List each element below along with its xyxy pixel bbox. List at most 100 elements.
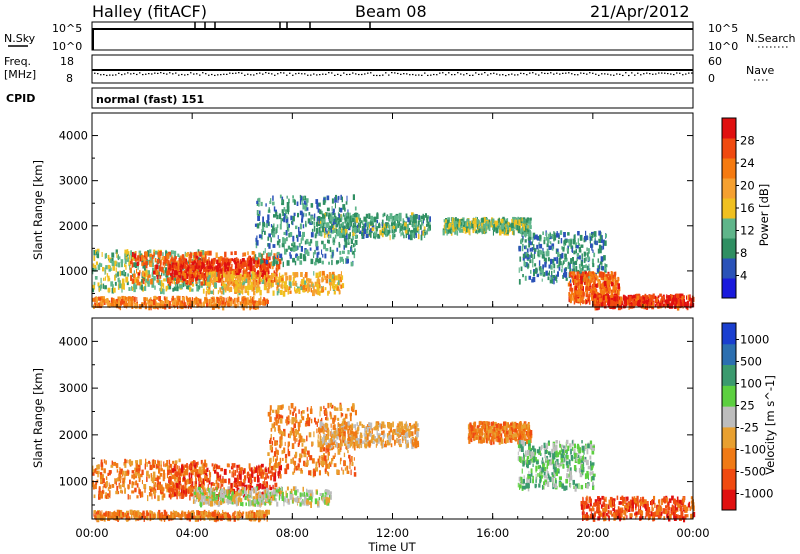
power-cell xyxy=(302,288,304,293)
vel-cell xyxy=(104,494,108,499)
power-cell xyxy=(299,210,303,216)
power-cell xyxy=(308,212,311,216)
power-cell xyxy=(402,218,405,222)
power-cell xyxy=(557,251,560,257)
nave-dot xyxy=(358,73,360,76)
power-cell xyxy=(173,279,175,285)
power-cell xyxy=(383,223,386,229)
power-cell xyxy=(604,295,607,302)
vel-cell xyxy=(260,473,263,479)
power-cell xyxy=(275,279,279,285)
vel-cell xyxy=(163,473,166,479)
vel-cell xyxy=(102,490,105,494)
power-cell xyxy=(347,219,350,223)
power-cell xyxy=(481,228,483,235)
power-cell xyxy=(609,291,611,295)
power-cell xyxy=(264,266,267,270)
vel-cell xyxy=(98,493,101,497)
power-cell xyxy=(283,207,285,212)
nave-dot xyxy=(445,74,447,76)
power-cell xyxy=(234,303,237,309)
power-cell xyxy=(267,266,270,273)
vel-cell xyxy=(96,464,98,470)
power-cell xyxy=(476,220,479,225)
power-cell xyxy=(501,221,503,226)
power-cell xyxy=(296,234,298,239)
vel-cell xyxy=(130,460,134,466)
power-cell xyxy=(174,256,177,260)
power-cell xyxy=(373,231,376,237)
power-cell xyxy=(292,235,295,242)
nave-dot xyxy=(679,72,681,74)
power-cell xyxy=(576,252,580,257)
power-cell xyxy=(270,198,272,204)
power-cell xyxy=(154,250,158,255)
power-cell xyxy=(452,225,455,232)
power-cell xyxy=(607,293,610,299)
power-cell xyxy=(272,232,276,238)
power-cell xyxy=(155,269,157,275)
power-cell xyxy=(418,228,420,235)
vel-cell xyxy=(94,483,97,490)
power-cell xyxy=(210,272,212,279)
power-cell xyxy=(687,294,690,301)
power-cell xyxy=(183,270,186,275)
power-cell xyxy=(283,231,286,235)
power-cell xyxy=(552,275,555,279)
power-cell xyxy=(295,272,298,278)
power-cell xyxy=(143,258,146,263)
power-cell xyxy=(162,270,165,274)
power-cell xyxy=(117,300,121,307)
power-cell xyxy=(502,216,505,221)
power-cell xyxy=(602,245,605,250)
power-cell xyxy=(522,274,524,278)
nave-dot xyxy=(382,74,384,76)
power-cell xyxy=(656,297,658,302)
nave-dot xyxy=(529,72,531,74)
power-cell xyxy=(256,287,259,292)
power-cell xyxy=(171,280,174,284)
power-cell xyxy=(273,273,276,277)
power-cell xyxy=(645,296,647,301)
power-cell xyxy=(272,272,275,278)
power-cell xyxy=(256,270,259,276)
power-cell xyxy=(426,217,428,223)
vel-cell xyxy=(160,468,163,472)
power-cell xyxy=(342,258,344,264)
power-cell xyxy=(259,271,262,275)
vel-cell xyxy=(182,465,185,471)
power-cell xyxy=(630,304,634,309)
power-cell xyxy=(342,230,346,236)
power-cell xyxy=(164,267,167,273)
power-cell xyxy=(285,276,287,282)
power-cell xyxy=(212,266,215,271)
power-cell xyxy=(334,284,337,289)
power-cell xyxy=(192,252,195,256)
power-cell xyxy=(579,278,583,285)
power-cell xyxy=(416,226,419,231)
power-cell xyxy=(326,274,328,278)
vel-cell xyxy=(136,483,139,488)
vel-cell xyxy=(144,463,146,470)
nave-dot xyxy=(511,73,513,75)
power-cell xyxy=(184,280,187,287)
power-colorbar-tick-label: 4 xyxy=(740,269,747,283)
vel-cell xyxy=(166,473,169,479)
power-cell xyxy=(260,296,262,302)
vel-cell xyxy=(109,484,112,489)
vel-cell xyxy=(173,492,177,497)
power-cell xyxy=(338,214,341,218)
nave-dot xyxy=(250,74,252,76)
power-cell xyxy=(251,273,253,279)
power-cell xyxy=(632,298,635,303)
nave-dot xyxy=(124,73,126,75)
nave-dot xyxy=(430,74,432,76)
power-cell xyxy=(195,255,199,259)
power-cell xyxy=(571,297,574,301)
power-cell xyxy=(243,281,246,285)
power-cell xyxy=(269,256,271,261)
power-cell xyxy=(236,268,239,274)
power-cell xyxy=(102,267,105,272)
nave-dot xyxy=(214,74,216,77)
power-cell xyxy=(128,302,131,308)
